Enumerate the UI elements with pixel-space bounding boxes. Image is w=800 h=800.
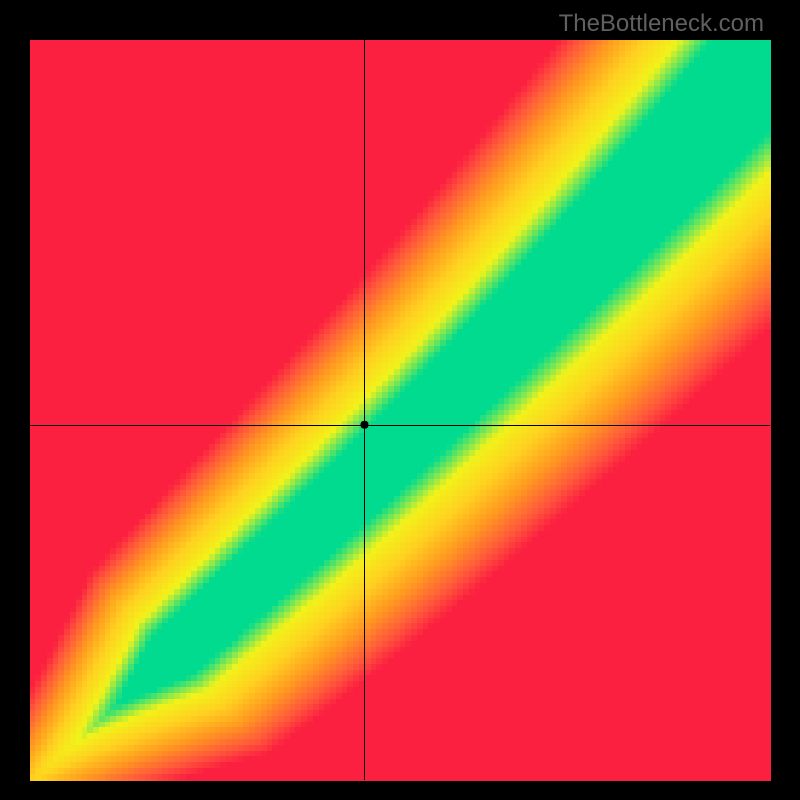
chart-stage: TheBottleneck.com (0, 0, 800, 800)
heatmap-canvas (0, 0, 800, 800)
watermark-text: TheBottleneck.com (559, 10, 764, 38)
